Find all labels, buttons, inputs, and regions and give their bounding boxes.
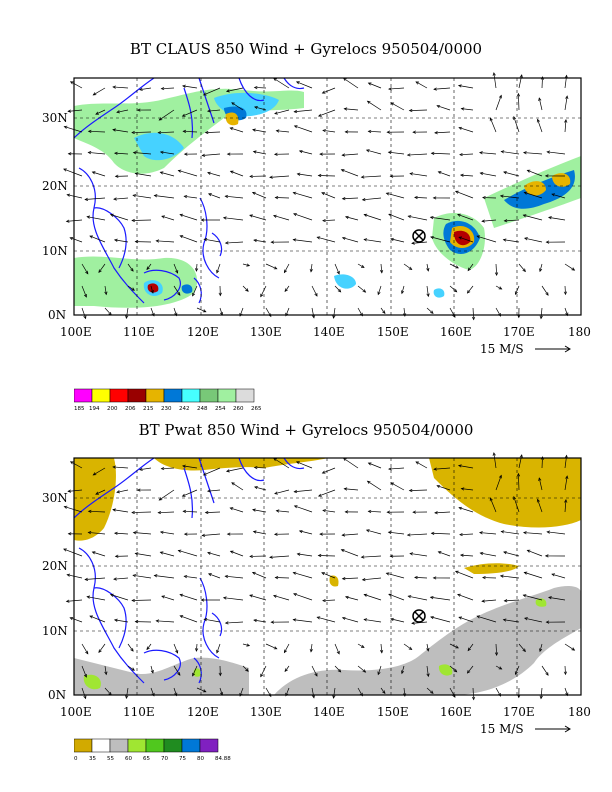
colorbar-swatch <box>181 738 201 753</box>
panel1-lon-label: 140E <box>313 325 345 339</box>
colorbar-label: 254 <box>215 406 226 412</box>
panel2-lon-label: 150E <box>377 705 409 719</box>
panel1-lat-label: 0N <box>48 308 66 322</box>
panel1-lon-label: 170E <box>503 325 535 339</box>
panel2-plot-area <box>63 452 582 701</box>
panel2-title: BT Pwat 850 Wind + Gyrelocs 950504/0000 <box>138 421 474 439</box>
colorbar-label: 200 <box>107 406 118 412</box>
colorbar-swatch <box>74 388 93 403</box>
colorbar-swatch <box>163 388 183 403</box>
colorbar-label: 65 <box>143 756 150 762</box>
colorbar-label: 55 <box>107 756 114 762</box>
panel1-lon-label: 160E <box>440 325 472 339</box>
colorbar-label: 215 <box>143 406 154 412</box>
panel1-lat-label: 10N <box>42 244 68 258</box>
colorbar-swatch <box>181 388 201 403</box>
panel2-grid <box>74 458 581 695</box>
panel2-lon-label: 170E <box>503 705 535 719</box>
colorbar-label: 206 <box>125 406 136 412</box>
panel2-gyre-marker <box>412 609 426 623</box>
colorbar-label: 194 <box>89 406 100 412</box>
panel1-gyre-marker <box>412 229 426 243</box>
panel1-lat-label: 30N <box>42 111 68 125</box>
panel2-lon-label: 160E <box>440 705 472 719</box>
colorbar-swatch <box>109 738 129 753</box>
colorbar-swatch <box>163 738 183 753</box>
colorbar-label: 265 <box>251 406 262 412</box>
panel2-lat-label: 0N <box>48 688 66 702</box>
colorbar-label: 80 <box>197 756 204 762</box>
colorbar-swatch <box>91 388 111 403</box>
colorbar-label: 260 <box>233 406 244 412</box>
panel1-plot-area <box>63 72 582 321</box>
colorbar-swatch <box>145 738 165 753</box>
panel2-wind-vectors <box>63 452 576 701</box>
panel1-lon-label: 110E <box>123 325 155 339</box>
panel2-lon-label: 100E <box>60 705 92 719</box>
panel2-lon-label: 180 <box>568 705 591 719</box>
colorbar-swatch <box>91 738 111 753</box>
panel2-lon-label: 140E <box>313 705 345 719</box>
panel2-colorbar: 0 35 55 60 65 70 75 80 84.88 <box>74 738 231 762</box>
panel1-lon-label: 130E <box>250 325 282 339</box>
colorbar-swatch <box>199 738 219 753</box>
panel2-lat-label: 10N <box>42 624 68 638</box>
panel2-pwat-shading <box>74 458 581 695</box>
colorbar-label: 242 <box>179 406 190 412</box>
colorbar-swatch <box>74 738 93 753</box>
panel1-vector-ref-label: 15 M/S <box>480 342 524 356</box>
panel2-lat-label: 20N <box>42 559 68 573</box>
panel2-map: 30N 20N 10N 0N 100E 110E 120E 130E 140E … <box>42 452 591 736</box>
colorbar-label: 185 <box>74 406 85 412</box>
panel1-lon-label: 150E <box>377 325 409 339</box>
colorbar-label: 70 <box>161 756 168 762</box>
colorbar-swatch <box>145 388 165 403</box>
panel1-wind-vectors <box>63 72 576 321</box>
panel2-lon-label: 120E <box>187 705 219 719</box>
panel1-grid <box>74 78 581 315</box>
panel1-title: BT CLAUS 850 Wind + Gyrelocs 950504/0000 <box>129 40 483 58</box>
colorbar-label: 0 <box>74 756 78 762</box>
colorbar-swatch <box>109 388 129 403</box>
colorbar-label: 75 <box>179 756 186 762</box>
panel1-lat-label: 20N <box>42 179 68 193</box>
colorbar-swatch <box>217 388 237 403</box>
colorbar-label: 84.88 <box>215 756 231 762</box>
panel1-cloud-shading <box>74 88 581 308</box>
colorbar-label: 248 <box>197 406 208 412</box>
colorbar-label: 35 <box>89 756 96 762</box>
colorbar-label: 230 <box>161 406 172 412</box>
colorbar-swatch <box>127 738 147 753</box>
panel2-lat-label: 30N <box>42 491 68 505</box>
panel2-lon-label: 110E <box>123 705 155 719</box>
panel1-lon-label: 180 <box>568 325 591 339</box>
colorbar-swatch <box>127 388 147 403</box>
colorbar-swatch <box>235 388 255 403</box>
panel1-lon-label: 100E <box>60 325 92 339</box>
colorbar-label: 60 <box>125 756 132 762</box>
panel1-colorbar: 185 194 200 206 215 230 242 248 254 260 265 <box>74 388 262 412</box>
panel1-map: 30N 20N 10N 0N 100E 110E 120E 130E 140E … <box>42 72 591 356</box>
panel1-lon-label: 120E <box>187 325 219 339</box>
panel2-lon-label: 130E <box>250 705 282 719</box>
colorbar-swatch <box>199 388 219 403</box>
panel2-vector-ref-label: 15 M/S <box>480 722 524 736</box>
